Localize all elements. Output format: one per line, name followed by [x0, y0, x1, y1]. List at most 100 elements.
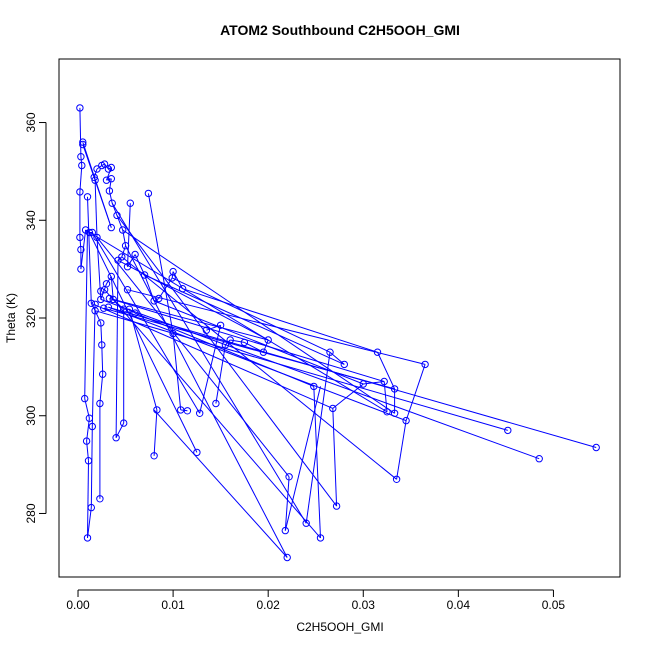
- series-segment: [80, 229, 87, 270]
- series-segment: [113, 298, 269, 341]
- series-segment: [171, 277, 331, 353]
- data-point: [153, 406, 161, 414]
- series-points: [76, 104, 600, 562]
- x-tick-label: 0.03: [352, 598, 376, 612]
- plot-frame: [58, 58, 621, 578]
- data-point: [150, 452, 158, 460]
- data-point: [100, 160, 109, 168]
- data-point: [107, 272, 116, 281]
- series-segment: [153, 300, 364, 385]
- data-point: [392, 475, 401, 483]
- series-segment: [103, 307, 395, 390]
- series-segment: [96, 237, 290, 478]
- series-segment: [153, 409, 288, 558]
- series-segment: [108, 306, 407, 422]
- data-point: [79, 138, 87, 146]
- data-point: [178, 285, 187, 293]
- series-segment: [94, 310, 102, 324]
- data-point: [76, 233, 84, 242]
- series-segment: [147, 193, 174, 334]
- data-point: [302, 519, 310, 527]
- data-point: [196, 409, 204, 417]
- series-segment: [377, 351, 396, 390]
- series-segment: [172, 333, 182, 410]
- series-segment: [396, 420, 407, 480]
- series-segment: [91, 232, 201, 414]
- series-segment: [106, 276, 112, 285]
- data-point: [81, 226, 90, 234]
- series-segment: [106, 167, 112, 181]
- series-segment: [405, 364, 426, 421]
- y-tick-label: 300: [24, 405, 38, 425]
- data-point: [120, 419, 128, 427]
- data-point: [112, 434, 120, 442]
- series-segment: [108, 190, 113, 204]
- series-segment: [84, 229, 88, 399]
- data-point: [281, 526, 289, 535]
- data-point: [340, 360, 348, 369]
- data-point: [390, 385, 399, 393]
- series-segment: [121, 256, 397, 480]
- data-point: [90, 173, 98, 182]
- x-tick-label: 0.04: [447, 598, 471, 612]
- y-tick-label: 280: [24, 503, 38, 523]
- series-segment: [117, 256, 123, 261]
- data-point: [105, 294, 114, 303]
- data-point: [169, 329, 177, 338]
- data-point: [107, 223, 116, 232]
- x-tick-label: 0.01: [161, 598, 185, 612]
- series-segment: [115, 422, 125, 438]
- x-tick-label: 0.00: [66, 598, 90, 612]
- series-segment: [104, 289, 321, 539]
- series-segment: [125, 245, 288, 558]
- data-point: [535, 455, 543, 463]
- data-point: [183, 407, 192, 415]
- data-point: [83, 534, 92, 542]
- data-point: [120, 305, 128, 313]
- data-point: [332, 502, 341, 510]
- data-point: [126, 199, 135, 207]
- data-point: [91, 176, 99, 184]
- data-point: [380, 377, 388, 386]
- series-segment: [79, 107, 82, 157]
- data-point: [107, 163, 116, 172]
- series-segment: [313, 386, 321, 538]
- data-point: [168, 274, 176, 282]
- data-point: [88, 228, 97, 237]
- series-segment: [153, 298, 160, 302]
- series-segment: [111, 202, 307, 524]
- data-point: [123, 263, 132, 271]
- data-point: [114, 256, 122, 264]
- series-segment: [93, 168, 98, 178]
- data-point: [102, 176, 111, 184]
- data-point: [121, 242, 130, 250]
- data-point: [87, 503, 96, 512]
- series-segment: [94, 180, 98, 238]
- data-point: [193, 448, 201, 457]
- series-segment: [79, 165, 83, 192]
- data-point: [76, 188, 84, 196]
- series-segment: [116, 215, 124, 231]
- data-point: [78, 161, 86, 170]
- data-point: [259, 348, 268, 356]
- series-segment: [101, 344, 104, 375]
- series-segment: [91, 304, 96, 427]
- series-segment: [94, 310, 508, 431]
- data-point: [226, 336, 234, 344]
- data-point: [100, 286, 109, 294]
- data-point: [373, 348, 382, 356]
- data-point: [383, 408, 391, 416]
- data-point: [93, 233, 101, 242]
- series-segment: [182, 288, 378, 353]
- data-point: [88, 422, 97, 431]
- series-segment: [153, 409, 158, 456]
- data-point: [421, 360, 429, 369]
- axes: 0.00 0.01 0.02 0.03 0.04 0.05 280 300 320 340 360: [24, 112, 565, 612]
- data-point: [91, 307, 99, 315]
- data-point: [125, 305, 134, 313]
- series-segment: [82, 144, 112, 228]
- series-segment: [127, 289, 426, 365]
- data-point: [504, 426, 512, 435]
- series-segment: [332, 383, 364, 409]
